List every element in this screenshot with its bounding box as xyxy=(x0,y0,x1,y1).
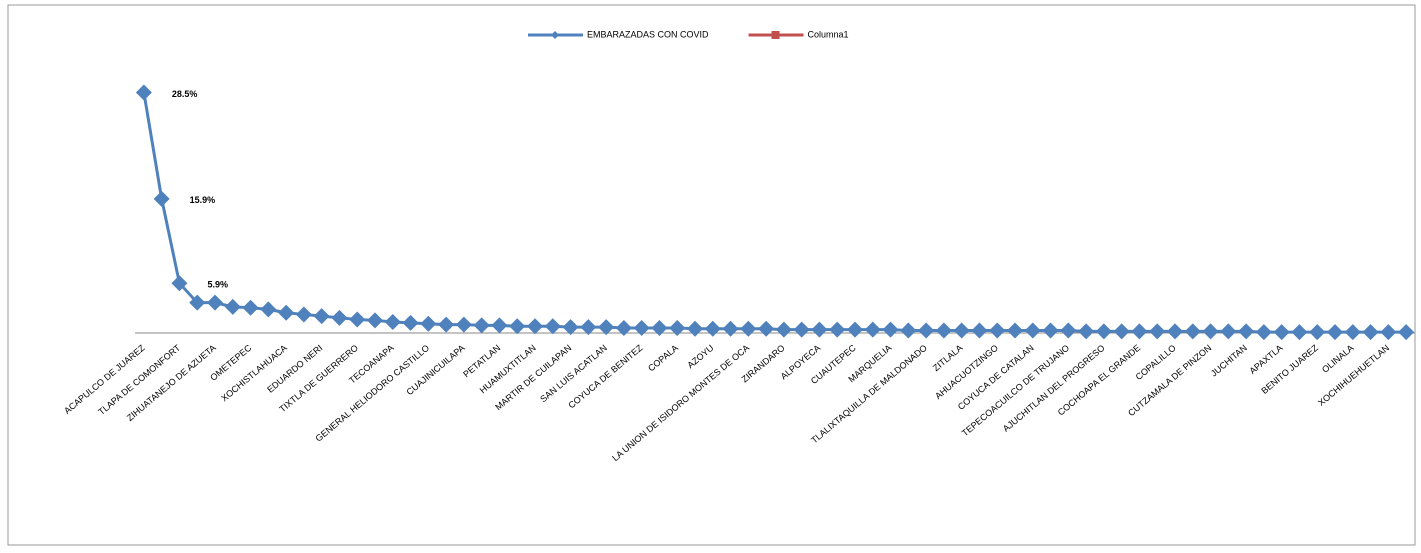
marker xyxy=(1327,324,1343,341)
marker xyxy=(1291,324,1308,341)
legend-marker xyxy=(771,31,780,39)
marker xyxy=(278,304,295,321)
marker xyxy=(669,319,686,336)
marker xyxy=(260,301,277,318)
marker xyxy=(1167,323,1183,340)
marker xyxy=(758,320,775,337)
marker xyxy=(900,322,917,339)
marker xyxy=(189,294,206,311)
marker xyxy=(135,84,152,101)
marker xyxy=(491,317,508,334)
legend-marker xyxy=(551,31,559,39)
marker xyxy=(598,319,615,336)
marker xyxy=(793,321,810,338)
marker xyxy=(1344,324,1361,341)
marker xyxy=(455,316,472,333)
marker xyxy=(384,314,401,331)
marker xyxy=(953,322,970,339)
marker xyxy=(971,322,988,339)
marker xyxy=(313,308,330,325)
marker xyxy=(1007,322,1023,339)
marker xyxy=(1255,324,1272,341)
marker xyxy=(1380,324,1397,341)
marker xyxy=(687,320,703,337)
marker xyxy=(1184,323,1201,340)
marker xyxy=(1149,323,1166,340)
marker xyxy=(1309,324,1326,341)
marker xyxy=(367,312,383,329)
legend-label: EMBARAZADAS CON COVID xyxy=(587,29,709,39)
marker xyxy=(722,320,739,337)
data-label: 15.9% xyxy=(190,195,216,205)
marker xyxy=(1078,323,1095,340)
marker xyxy=(829,321,846,338)
marker xyxy=(935,322,952,339)
marker xyxy=(420,315,437,332)
marker xyxy=(1095,323,1112,340)
marker xyxy=(349,311,366,328)
marker xyxy=(1362,324,1379,341)
marker xyxy=(651,319,668,336)
marker xyxy=(224,298,241,315)
marker xyxy=(242,299,259,316)
marker xyxy=(775,321,792,338)
marker xyxy=(989,322,1006,339)
marker xyxy=(544,318,561,335)
marker xyxy=(704,320,721,337)
marker xyxy=(1024,322,1041,339)
legend-label: Columna1 xyxy=(808,29,849,39)
marker xyxy=(1042,322,1059,339)
marker xyxy=(402,314,419,331)
marker xyxy=(207,294,223,311)
marker xyxy=(1220,323,1237,340)
marker xyxy=(847,321,863,338)
marker xyxy=(1202,323,1219,340)
marker xyxy=(1273,324,1290,341)
marker xyxy=(811,321,828,338)
data-label: 28.5% xyxy=(172,89,198,99)
marker xyxy=(1131,323,1148,340)
marker xyxy=(153,190,170,207)
marker xyxy=(740,320,757,337)
marker xyxy=(473,317,490,334)
marker xyxy=(633,319,650,336)
marker xyxy=(864,321,881,338)
marker xyxy=(615,319,632,336)
marker xyxy=(509,318,526,335)
marker xyxy=(1238,323,1255,340)
marker xyxy=(918,322,935,339)
marker xyxy=(882,321,899,338)
data-label: 5.9% xyxy=(207,280,228,290)
marker xyxy=(331,309,348,326)
marker xyxy=(1398,324,1415,341)
marker xyxy=(527,318,543,335)
marker xyxy=(1060,322,1077,339)
marker xyxy=(438,316,455,333)
chart-frame xyxy=(7,4,1416,546)
marker xyxy=(580,319,597,336)
marker xyxy=(295,306,312,323)
marker xyxy=(171,275,188,292)
marker xyxy=(562,319,579,336)
marker xyxy=(1113,323,1130,340)
